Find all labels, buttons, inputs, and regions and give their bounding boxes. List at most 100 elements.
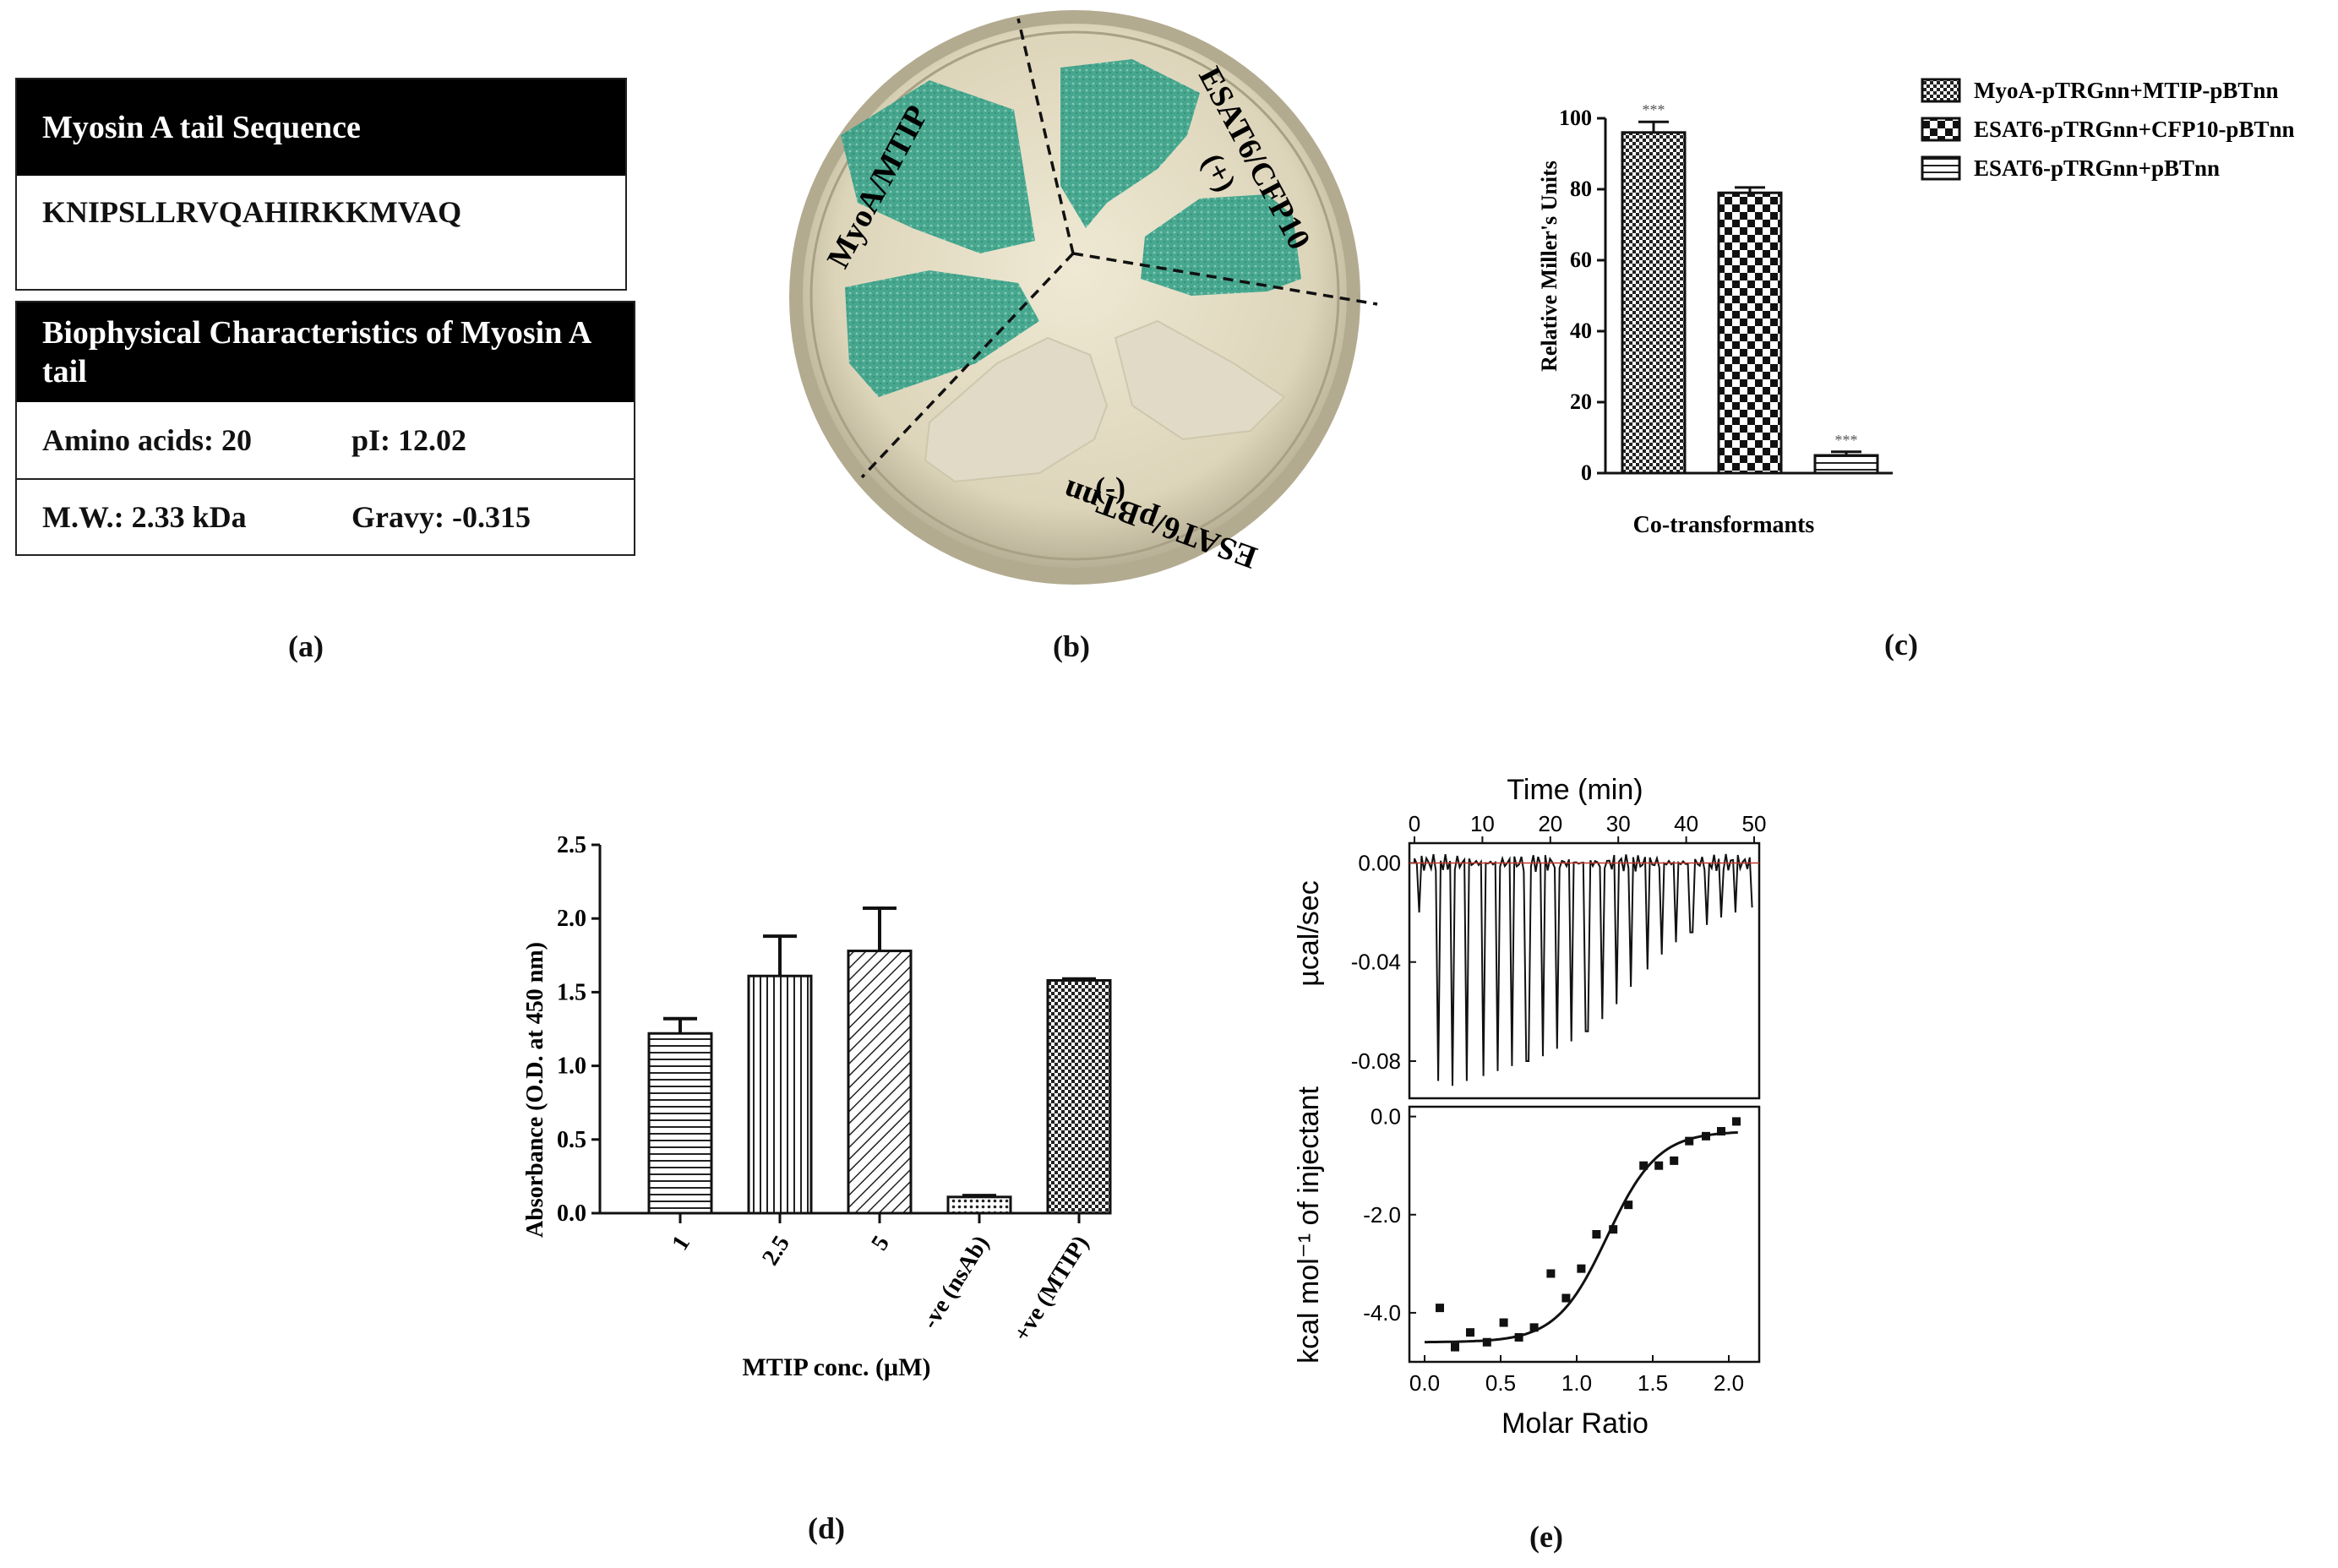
mw-value: M.W.: 2.33 kDa <box>42 500 247 534</box>
chart-d-xtick-label: +ve (MTIP) <box>1009 1231 1094 1346</box>
chart-e-bottom-xtick-label: 2.0 <box>1714 1370 1744 1396</box>
chart-e-top-xtick-label: 0 <box>1409 811 1420 836</box>
chart-c-legend-label: ESAT6-pTRGnn+pBTnn <box>1974 155 2220 181</box>
chart-c-bar <box>1717 191 1783 475</box>
chart-e-top: 0 10 20 30 40 50 0.00 -0.04 -0.08 <box>1351 811 1767 1100</box>
chart-d-ylabel: Absorbance (O.D. at 450 nm) <box>522 942 548 1238</box>
chart-c-legend: MyoA-pTRGnn+MTIP-pBTnn ESAT6-pTRGnn+CFP10… <box>1921 78 2295 181</box>
chart-d-bars <box>647 906 1112 1215</box>
chart-c-ytick-label: 20 <box>1570 389 1592 414</box>
chart-c-ytick-label: 100 <box>1559 106 1592 130</box>
pi-value: pI: 12.02 <box>352 423 467 457</box>
colony-patch-myoa-top <box>841 80 1035 253</box>
caption-a: (a) <box>288 629 324 663</box>
chart-d-bar <box>647 1032 713 1215</box>
chart-e-top-xtick-label: 30 <box>1606 811 1631 836</box>
chart-d-ytick-label: 0.0 <box>557 1200 586 1227</box>
chart-c-bar <box>1813 454 1879 475</box>
caption-c: (c) <box>1884 628 1918 662</box>
chart-e-data-point <box>1529 1323 1539 1332</box>
chart-e-top-ytick-label: -0.08 <box>1351 1048 1401 1074</box>
chart-e-data-point <box>1639 1161 1649 1170</box>
chart-c-bar <box>1621 131 1687 475</box>
chart-d-ytick-label: 1.0 <box>557 1054 586 1080</box>
chart-e-data-point <box>1717 1127 1725 1136</box>
chart-d-xtick-label: -ve (nsAb) <box>917 1231 995 1333</box>
chart-e-top-xtick-label: 20 <box>1538 811 1562 836</box>
chart-e-data-point <box>1654 1161 1664 1170</box>
chart-d-ytick-label: 2.5 <box>557 832 586 858</box>
colony-patch-neg-left <box>924 336 1109 483</box>
chart-e-data-point <box>1592 1230 1601 1239</box>
chart-e-data-point <box>1436 1304 1444 1313</box>
gravy-value: Gravy: -0.315 <box>352 500 531 534</box>
biophys-row-1: Amino acids: 20 pI: 12.02 <box>17 402 634 478</box>
chart-d-bar <box>847 950 913 1215</box>
chart-d-ytick-label: 0.5 <box>557 1127 586 1153</box>
petri-dish-photo: MyoA/MTIP ESAT6/CFP10 (+) (-) ESAT6/pBTn… <box>789 10 1378 585</box>
chart-e-top-ytick-label: 0.00 <box>1358 850 1401 875</box>
chart-e-top-xlabel: Time (min) <box>1507 774 1643 806</box>
chart-d: 0.0 0.5 1.0 1.5 2.0 2.5 1 2.5 5 -ve (nsAb) +ve (MT… <box>522 832 1112 1381</box>
chart-c-ylabel: Relative Miller's Units <box>1537 161 1561 372</box>
divider-bottom <box>860 252 1075 479</box>
chart-e-bottom-xlabel: Molar Ratio <box>1501 1407 1649 1440</box>
chart-e-bottom-ytick-label: -2.0 <box>1363 1202 1401 1228</box>
sequence-value: KNIPSLLRVQAHIRKKMVAQ <box>17 176 625 289</box>
chart-c-legend-label: ESAT6-pTRGnn+CFP10-pBTnn <box>1974 117 2295 142</box>
chart-e-data-point <box>1577 1264 1586 1273</box>
chart-e-bottom-ytick-label: 0.0 <box>1371 1104 1401 1130</box>
divider-right <box>1072 252 1378 306</box>
chart-e-data-point <box>1499 1318 1508 1327</box>
colony-patch-neg-right <box>1114 319 1286 441</box>
chart-c: 0 20 40 60 80 100 *** *** MyoA-pTRGnn+MTIP-pBT… <box>1537 78 2295 538</box>
chart-c-ytick-label: 60 <box>1570 248 1592 272</box>
chart-d-xtick-label: 2.5 <box>757 1231 795 1270</box>
chart-c-ytick-label: 80 <box>1570 177 1592 201</box>
chart-d-bar <box>747 974 813 1215</box>
chart-c-ytick-label: 0 <box>1581 460 1592 485</box>
chart-d-bar <box>946 1195 1012 1215</box>
chart-e-data-point <box>1670 1156 1679 1165</box>
colony-patch-esat-cfp-top <box>1060 59 1200 228</box>
chart-e-bottom-xtick-label: 0.5 <box>1485 1370 1516 1396</box>
chart-c-bars: *** *** <box>1621 101 1879 475</box>
chart-d-ytick-label: 2.0 <box>557 906 586 932</box>
chart-e-bottom-xtick-label: 0.0 <box>1409 1370 1440 1396</box>
label-minus: (-) <box>1095 476 1125 510</box>
biophys-row-2: M.W.: 2.33 kDa Gravy: -0.315 <box>17 478 634 554</box>
chart-e-bottom-ylabel: kcal mol⁻¹ of injectant <box>1293 1086 1325 1364</box>
chart-e-data-point <box>1514 1332 1523 1342</box>
caption-e: (e) <box>1529 1520 1563 1554</box>
divider-top <box>1016 18 1075 254</box>
chart-e-data-point <box>1609 1225 1618 1234</box>
chart-d-axes: 0.0 0.5 1.0 1.5 2.0 2.5 1 2.5 5 -ve (nsAb) +ve (MT… <box>557 832 1098 1346</box>
biophys-header: Biophysical Characteristics of Myosin A … <box>17 302 634 402</box>
chart-d-bar <box>1046 978 1112 1215</box>
chart-e-data-point <box>1546 1269 1556 1278</box>
chart-e-top-xtick-label: 50 <box>1742 811 1767 836</box>
caption-b: (b) <box>1053 629 1090 663</box>
chart-e-bottom-frame <box>1408 1105 1761 1364</box>
chart-c-legend-swatch <box>1921 78 1961 103</box>
chart-e-data-point <box>1624 1200 1633 1210</box>
chart-c-ytick-label: 40 <box>1570 318 1592 343</box>
chart-e-data-point <box>1561 1293 1571 1303</box>
chart-e-thermogram <box>1414 853 1753 1086</box>
chart-e-top-frame <box>1408 841 1761 1100</box>
chart-e-bottom-xtick-label: 1.0 <box>1561 1370 1592 1396</box>
chart-e-bottom-xtick-label: 1.5 <box>1638 1370 1668 1396</box>
chart-c-legend-swatch <box>1921 117 1961 142</box>
amino-acids: Amino acids: 20 <box>42 423 253 457</box>
sequence-table: Myosin A tail Sequence KNIPSLLRVQAHIRKKM… <box>15 78 627 291</box>
chart-c-significance: *** <box>1643 101 1665 118</box>
chart-e-data-point <box>1732 1117 1741 1126</box>
chart-e-bottom-ytick-label: -4.0 <box>1363 1300 1401 1326</box>
chart-c-significance: *** <box>1835 432 1858 449</box>
chart-c-legend-swatch <box>1921 155 1961 181</box>
chart-d-xtick-label: 5 <box>866 1231 895 1255</box>
chart-c-legend-label: MyoA-pTRGnn+MTIP-pBTnn <box>1974 78 2278 103</box>
chart-c-xlabel: Co-transformants <box>1633 512 1815 538</box>
caption-d: (d) <box>808 1511 845 1545</box>
